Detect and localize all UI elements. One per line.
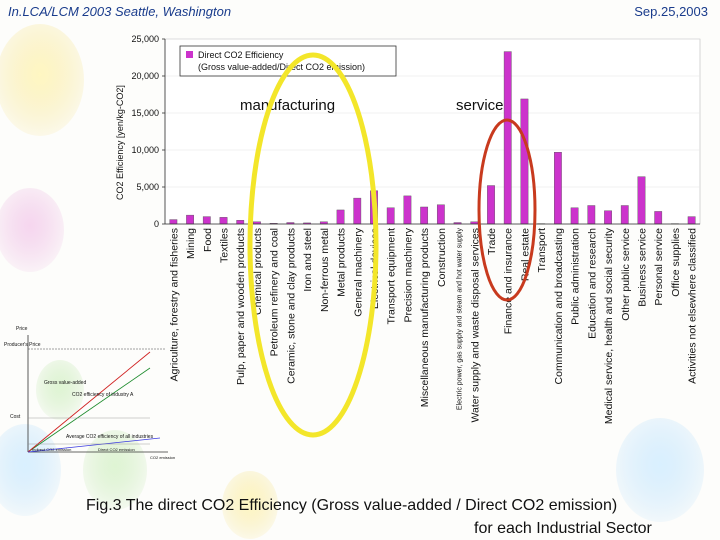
x-tick-label: Other public service bbox=[620, 228, 632, 321]
legend-swatch bbox=[186, 51, 193, 58]
bar bbox=[403, 195, 412, 225]
x-tick-label: Chemical products bbox=[252, 228, 264, 315]
y-tick-label: 0 bbox=[154, 219, 159, 229]
chart-legend: Direct CO2 Efficiency (Gross value-added… bbox=[179, 45, 397, 77]
x-tick-label: Public administration bbox=[570, 228, 582, 325]
figure-caption-line2: for each Industrial Sector bbox=[474, 520, 652, 537]
x-tick-label: Communication and broadcasting bbox=[553, 228, 565, 385]
bar bbox=[687, 216, 696, 225]
balloon-shape bbox=[0, 24, 84, 136]
bar bbox=[169, 219, 178, 225]
x-tick-label: Transport bbox=[536, 228, 548, 273]
legend-sublabel: (Gross value-added/Direct CO2 emission) bbox=[198, 62, 365, 72]
bar bbox=[436, 204, 445, 225]
inset-price-label: Price bbox=[16, 326, 28, 332]
x-tick-label: Mining bbox=[185, 228, 197, 259]
bar bbox=[420, 206, 429, 225]
x-tick-label: Personal service bbox=[653, 228, 665, 306]
inset-gross-value-added: Gross value-added bbox=[44, 380, 86, 386]
inset-indirect-label: Indirect CO2 emission bbox=[32, 447, 71, 452]
balloon-shape bbox=[616, 418, 704, 522]
inset-producers-price: Producer's Price bbox=[4, 342, 41, 348]
x-tick-label: Water supply and waste disposal services bbox=[469, 228, 481, 423]
bar bbox=[654, 211, 663, 225]
balloon-shape bbox=[83, 430, 147, 510]
x-tick-label: Iron and steel bbox=[302, 228, 314, 292]
x-tick-label: Business service bbox=[636, 228, 648, 307]
x-tick-label: Petroleum refinery and coal bbox=[269, 228, 281, 356]
x-tick-label: General machinery bbox=[352, 227, 364, 316]
x-tick-label: Ceramic, stone and clay products bbox=[285, 228, 297, 384]
y-tick-label: 20,000 bbox=[131, 71, 159, 81]
bar bbox=[587, 205, 596, 225]
inset-cost-label: Cost bbox=[10, 414, 21, 420]
bar bbox=[202, 216, 211, 225]
inset-direct-label: Direct CO2 emission bbox=[98, 447, 135, 452]
header-conference: In.LCA/LCM 2003 Seattle, Washington bbox=[8, 4, 232, 19]
bar bbox=[336, 209, 345, 225]
x-tick-label: Precision machinery bbox=[402, 227, 414, 322]
bar bbox=[554, 152, 562, 225]
inset-co2-efficiency: CO2 efficiency of industry A bbox=[72, 392, 134, 398]
bar bbox=[487, 185, 495, 225]
x-tick-label: Electric power, gas supply and steam and… bbox=[457, 228, 464, 411]
balloon-shape bbox=[0, 188, 64, 272]
bar bbox=[236, 220, 245, 225]
x-tick-label: Food bbox=[202, 228, 214, 252]
bar bbox=[637, 176, 646, 225]
figure-caption: Fig.3 The direct CO2 Efficiency (Gross v… bbox=[86, 497, 618, 514]
x-tick-label: Finance and insurance bbox=[503, 228, 515, 334]
balloon-shape bbox=[36, 360, 84, 420]
y-tick-label: 15,000 bbox=[131, 108, 159, 118]
bar bbox=[503, 51, 512, 225]
header-date: Sep.25,2003 bbox=[634, 4, 708, 19]
bar bbox=[386, 207, 395, 225]
x-tick-label: Agriculture, forestry and fisheries bbox=[168, 228, 180, 381]
bar bbox=[620, 205, 629, 225]
x-tick-label: Construction bbox=[436, 228, 448, 287]
x-tick-label: Office supplies bbox=[670, 228, 682, 297]
x-tick-label: Non-ferrous metal bbox=[319, 228, 331, 312]
bar bbox=[186, 214, 194, 225]
x-tick-label: Textiles bbox=[219, 228, 231, 263]
x-tick-label: Metal products bbox=[336, 228, 348, 297]
bar bbox=[219, 217, 228, 225]
bar bbox=[604, 210, 612, 225]
bar bbox=[520, 98, 529, 225]
x-tick-label: Trade bbox=[486, 228, 498, 255]
bar bbox=[570, 207, 579, 225]
manufacturing-highlight-ring bbox=[247, 52, 379, 438]
y-axis-label: CO2 Efficiency [yen/kg-CO2] bbox=[115, 85, 125, 200]
co2-efficiency-concept-diagram: Price Producer's Price Gross value-added… bbox=[4, 326, 175, 460]
x-tick-label: Transport equipment bbox=[386, 228, 398, 325]
inset-average-label: Average CO2 efficiency of all industries bbox=[66, 434, 154, 440]
x-tick-label: Pulp, paper and wooden products bbox=[235, 228, 247, 385]
y-tick-label: 25,000 bbox=[131, 34, 159, 44]
inset-co2-axis-label: CO2 emission bbox=[150, 455, 175, 460]
legend-label: Direct CO2 Efficiency bbox=[198, 50, 284, 60]
annotation-service: service bbox=[456, 97, 504, 114]
x-tick-label: Activities not elsewhere classified bbox=[687, 228, 699, 384]
y-tick-label: 10,000 bbox=[131, 145, 159, 155]
balloon-shape bbox=[0, 424, 61, 516]
x-tick-label: Miscellaneous manufacturing products bbox=[419, 228, 431, 407]
service-highlight-ring bbox=[477, 118, 537, 302]
bar bbox=[353, 197, 362, 225]
y-tick-label: 5,000 bbox=[136, 182, 159, 192]
x-tick-label: Medical service, health and social secur… bbox=[603, 227, 615, 424]
balloon-shape bbox=[222, 471, 278, 539]
annotation-manufacturing: manufacturing bbox=[240, 97, 335, 114]
x-tick-label: Education and research bbox=[586, 228, 598, 339]
